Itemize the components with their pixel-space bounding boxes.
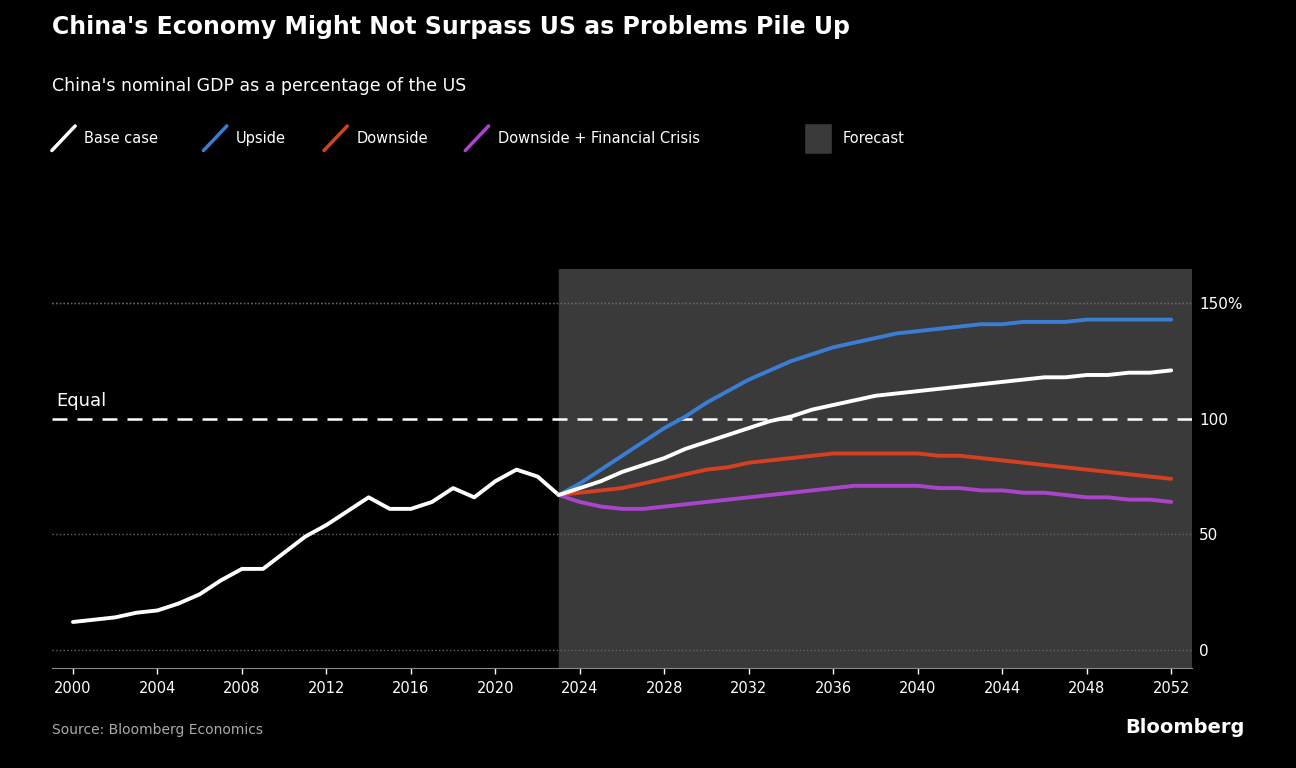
Text: Downside + Financial Crisis: Downside + Financial Crisis (498, 131, 700, 146)
Text: China's nominal GDP as a percentage of the US: China's nominal GDP as a percentage of t… (52, 77, 467, 94)
Text: Forecast: Forecast (842, 131, 905, 146)
Text: Bloomberg: Bloomberg (1125, 718, 1244, 737)
Text: Source: Bloomberg Economics: Source: Bloomberg Economics (52, 723, 263, 737)
Text: Downside: Downside (356, 131, 428, 146)
Text: Base case: Base case (84, 131, 158, 146)
Text: Equal: Equal (56, 392, 106, 409)
Text: Upside: Upside (236, 131, 286, 146)
Bar (559, 269, 1192, 668)
Text: China's Economy Might Not Surpass US as Problems Pile Up: China's Economy Might Not Surpass US as … (52, 15, 850, 39)
FancyBboxPatch shape (804, 123, 832, 154)
